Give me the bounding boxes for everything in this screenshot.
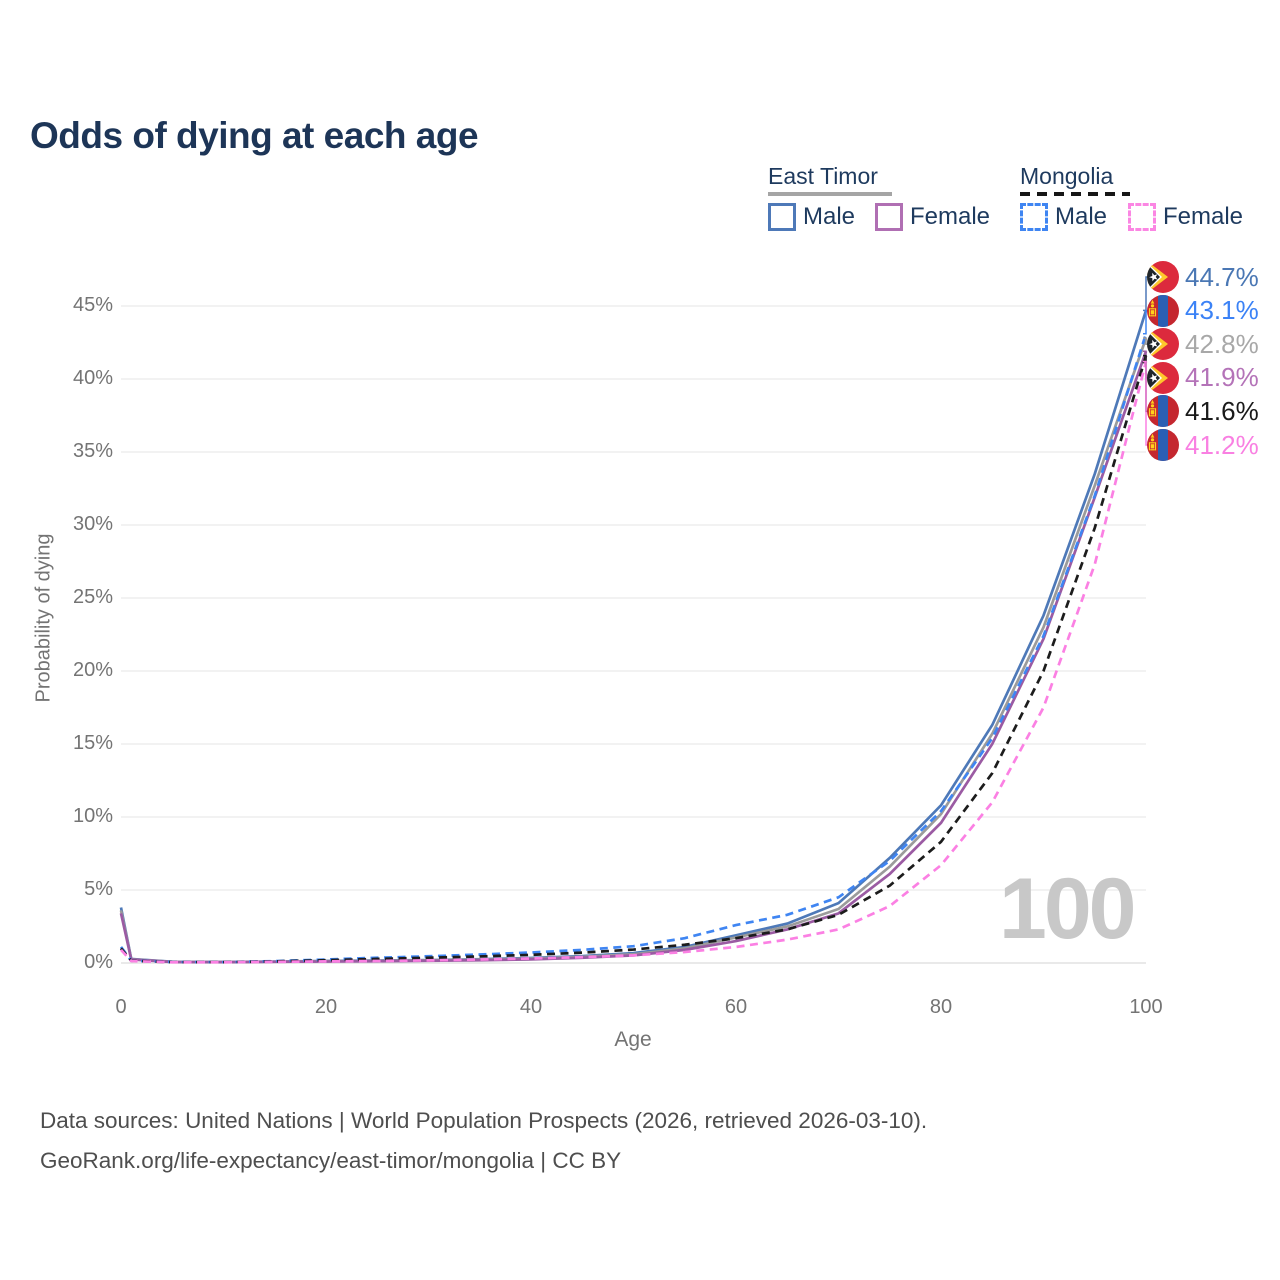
series-line-east-timor-female	[119, 350, 1148, 964]
east-timor-flag-icon	[1147, 261, 1179, 293]
y-tick-label: 20%	[72, 659, 113, 681]
y-tick-label: 5%	[84, 878, 113, 900]
checkbox-icon[interactable]	[1128, 203, 1156, 231]
y-tick-label: 45%	[72, 294, 113, 316]
end-label-east-timor-female: 41.9%	[1147, 362, 1259, 394]
y-tick-label: 25%	[72, 586, 113, 608]
series-line-mongolia-male	[119, 333, 1148, 964]
legend-item-east-timor-male[interactable]: Male	[768, 203, 855, 231]
end-label-value: 43.1%	[1185, 295, 1259, 326]
legend-item-label: Male	[1055, 203, 1108, 230]
data-sources-text: Data sources: United Nations | World Pop…	[40, 1108, 928, 1133]
mongolia-dashed-line-swatch	[1020, 192, 1130, 196]
end-label-value: 41.6%	[1185, 395, 1259, 426]
x-axis-title: Age	[614, 1028, 652, 1051]
checkbox-icon[interactable]	[875, 203, 903, 231]
age-counter-watermark: 100	[999, 861, 1136, 957]
end-label-value: 42.8%	[1185, 328, 1259, 359]
end-label-east-timor-male: 44.7%	[1147, 261, 1259, 293]
end-label-east-timor: 42.8%	[1147, 328, 1259, 360]
series-line-mongolia	[119, 355, 1148, 964]
mongolia-flag-icon	[1147, 395, 1179, 427]
end-label-value: 41.2%	[1185, 429, 1259, 460]
series-line-mongolia-female	[120, 361, 1148, 964]
legend-item-mongolia-male[interactable]: Male	[1020, 203, 1107, 231]
legend-group-east-timor: East Timor	[768, 163, 878, 189]
legend-item-label: Male	[803, 203, 856, 230]
mongolia-flag-icon	[1147, 429, 1179, 461]
east-timor-solid-line-swatch	[768, 192, 892, 196]
x-tick-label: 0	[115, 996, 127, 1018]
y-tick-label: 10%	[72, 805, 113, 827]
attribution-text: GeoRank.org/life-expectancy/east-timor/m…	[40, 1148, 622, 1173]
x-tick-label: 80	[929, 996, 953, 1018]
legend-group-mongolia: Mongolia	[1020, 163, 1114, 189]
checkbox-icon[interactable]	[768, 203, 796, 231]
legend-item-east-timor-female[interactable]: Female	[875, 203, 990, 231]
checkbox-icon[interactable]	[1020, 203, 1048, 231]
x-tick-label: 100	[1129, 996, 1163, 1018]
y-tick-label: 40%	[72, 367, 113, 389]
x-tick-label: 60	[724, 996, 748, 1018]
end-label-value: 44.7%	[1185, 261, 1259, 292]
east-timor-flag-icon	[1147, 328, 1179, 360]
end-label-mongolia-female: 41.2%	[1147, 429, 1259, 461]
series-line-east-timor	[119, 337, 1148, 964]
series-line-east-timor-male	[119, 309, 1148, 964]
y-tick-label: 0%	[84, 951, 113, 973]
end-label-value: 41.9%	[1185, 362, 1259, 393]
end-label-mongolia: 41.6%	[1147, 395, 1259, 427]
mongolia-flag-icon	[1147, 295, 1179, 327]
y-tick-label: 30%	[72, 513, 113, 535]
end-label-mongolia-male: 43.1%	[1147, 295, 1259, 327]
east-timor-flag-icon	[1147, 362, 1179, 394]
y-tick-label: 35%	[72, 440, 113, 462]
legend-item-mongolia-female[interactable]: Female	[1128, 203, 1243, 231]
y-tick-label: 15%	[72, 732, 113, 754]
x-tick-label: 20	[314, 996, 338, 1018]
x-tick-label: 40	[519, 996, 543, 1018]
legend-item-label: Female	[1163, 203, 1244, 230]
page-title: Odds of dying at each age	[30, 114, 479, 156]
legend-item-label: Female	[910, 203, 991, 230]
